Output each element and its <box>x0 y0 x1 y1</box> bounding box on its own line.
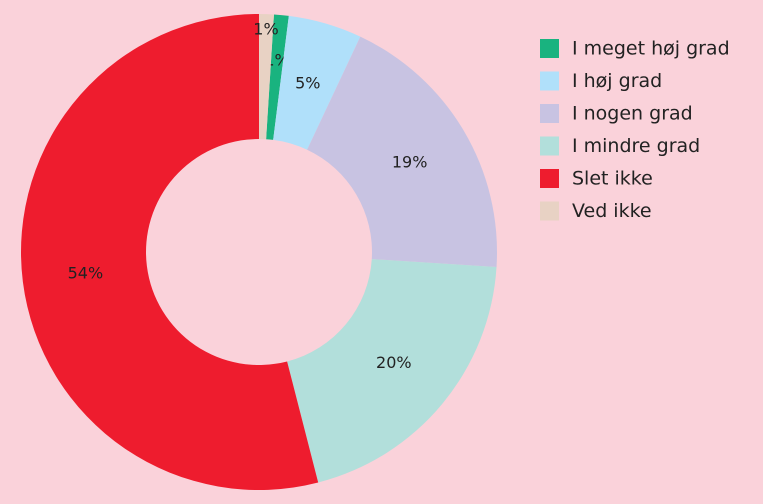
slice <box>259 14 274 140</box>
slice <box>21 14 319 490</box>
data-label: 1% <box>253 20 278 39</box>
data-label: 54% <box>68 263 104 282</box>
legend-label: I nogen grad <box>572 103 693 125</box>
legend-swatch <box>540 71 559 91</box>
data-label: 20% <box>376 353 412 372</box>
data-label: 5% <box>295 73 320 92</box>
legend-swatch <box>540 136 559 156</box>
slice <box>266 14 289 140</box>
legend-label: Slet ikke <box>572 168 653 190</box>
legend-swatch <box>540 201 559 221</box>
legend-swatch <box>540 169 559 188</box>
legend-swatch <box>540 39 559 58</box>
legend-label: Ved ikke <box>572 200 652 222</box>
data-label: 19% <box>392 152 428 171</box>
slice <box>307 36 497 267</box>
legend-swatch <box>540 104 559 123</box>
legend-label: I høj grad <box>572 70 662 92</box>
legend-label: I mindre grad <box>572 135 700 157</box>
slice <box>273 15 361 150</box>
slice <box>287 259 497 483</box>
legend-label: I meget høj grad <box>572 38 730 60</box>
